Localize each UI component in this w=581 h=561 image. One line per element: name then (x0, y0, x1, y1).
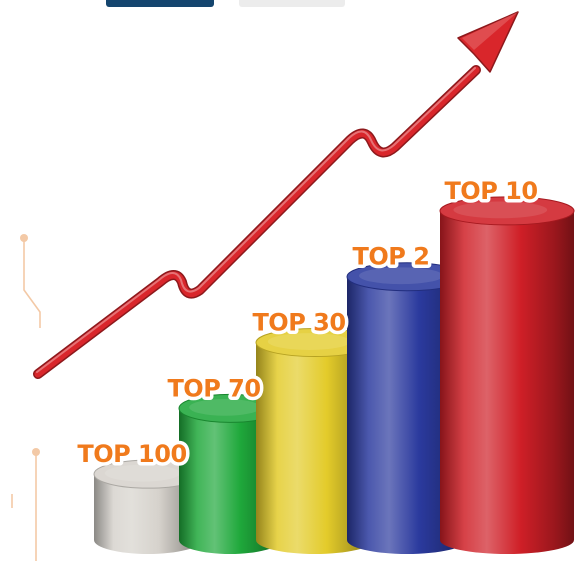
bar-label-4: TOP 2 (353, 243, 430, 271)
bar-labels: TOP 100 TOP 70 TOP 30 TOP 2 TOP 10 (74, 173, 542, 471)
bar-label-2: TOP 70 (167, 374, 260, 402)
bar-1 (93, 459, 203, 554)
bar-4 (346, 262, 468, 554)
arrow-head (457, 11, 519, 73)
bar-label-3: TOP 30 (252, 309, 345, 337)
bar-label-1: TOP 100 (77, 440, 186, 468)
top-button-dark[interactable] (106, 0, 214, 7)
bar-3 (255, 328, 375, 554)
bar-2 (178, 393, 282, 554)
circuit-decoration (11, 234, 41, 561)
bars-group (93, 196, 575, 554)
trend-arrow (33, 11, 519, 379)
bar-label-5: TOP 10 (444, 177, 537, 205)
top-button-light[interactable] (239, 0, 345, 7)
bar-5 (439, 196, 575, 554)
